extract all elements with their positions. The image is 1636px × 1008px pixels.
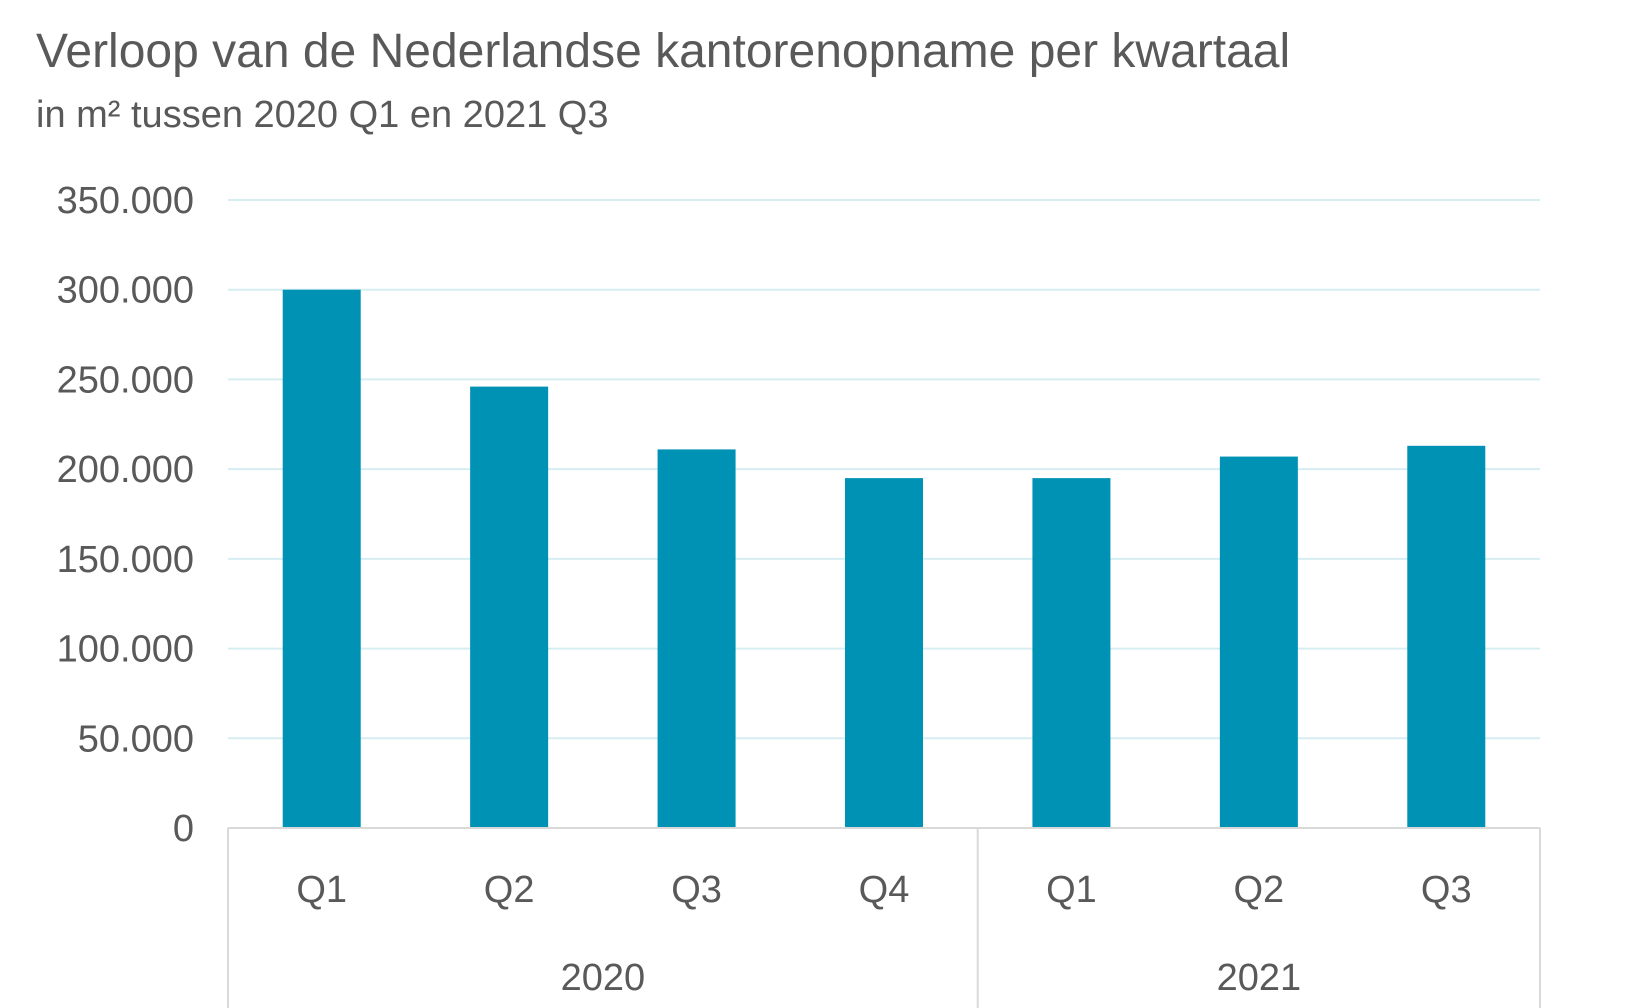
x-category-label: Q4 [859, 869, 910, 911]
y-tick-label: 50.000 [78, 718, 194, 760]
bars [282, 289, 1486, 828]
x-category-label: Q2 [1234, 869, 1285, 911]
y-tick-label: 100.000 [57, 629, 194, 671]
bar [1219, 456, 1298, 828]
bar [282, 289, 361, 828]
chart-subtitle: in m² tussen 2020 Q1 en 2021 Q3 [36, 94, 609, 136]
chart-title: Verloop van de Nederlandse kantorenopnam… [36, 25, 1291, 78]
bar [845, 478, 923, 828]
bar [1032, 478, 1111, 828]
y-tick-label: 250.000 [57, 359, 194, 401]
x-axis [227, 827, 1541, 1008]
y-tick-label: 300.000 [57, 270, 194, 312]
y-tick-label: 0 [173, 808, 194, 850]
y-tick-label: 350.000 [57, 180, 194, 222]
x-axis-group-labels: 2020 2021 [561, 957, 1302, 999]
y-tick-label: 150.000 [57, 539, 194, 581]
x-group-label: 2021 [1217, 957, 1302, 999]
x-category-label: Q1 [1046, 869, 1097, 911]
bar [470, 386, 549, 828]
y-tick-label: 200.000 [57, 449, 194, 491]
x-group-label: 2020 [561, 957, 646, 999]
x-category-label: Q2 [484, 869, 535, 911]
bar [1407, 445, 1486, 828]
x-category-label: Q3 [671, 869, 722, 911]
y-axis-tick-labels: 0 50.000 100.000 150.000 200.000 250.000 300.0… [57, 180, 194, 850]
x-category-label: Q1 [296, 869, 347, 911]
bar [657, 449, 736, 828]
x-axis-category-labels: Q1 Q2 Q3 Q4 Q1 Q2 Q3 [296, 869, 1471, 911]
x-category-label: Q3 [1421, 869, 1472, 911]
